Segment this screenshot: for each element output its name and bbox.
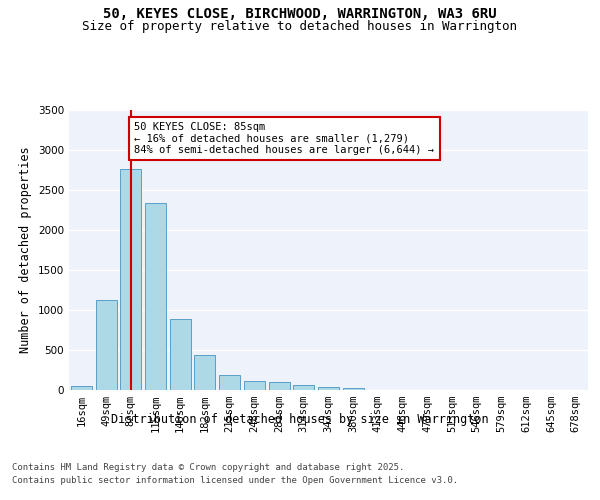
Bar — [269, 382, 290, 390]
Bar — [293, 385, 314, 390]
Bar — [219, 375, 240, 390]
Bar — [244, 381, 265, 390]
Y-axis label: Number of detached properties: Number of detached properties — [19, 146, 32, 354]
Text: 50 KEYES CLOSE: 85sqm
← 16% of detached houses are smaller (1,279)
84% of semi-d: 50 KEYES CLOSE: 85sqm ← 16% of detached … — [134, 122, 434, 155]
Text: 50, KEYES CLOSE, BIRCHWOOD, WARRINGTON, WA3 6RU: 50, KEYES CLOSE, BIRCHWOOD, WARRINGTON, … — [103, 8, 497, 22]
Text: Size of property relative to detached houses in Warrington: Size of property relative to detached ho… — [83, 20, 517, 33]
Bar — [170, 319, 191, 390]
Text: Contains HM Land Registry data © Crown copyright and database right 2025.: Contains HM Land Registry data © Crown c… — [12, 462, 404, 471]
Bar — [71, 386, 92, 390]
Bar — [318, 387, 339, 390]
Text: Contains public sector information licensed under the Open Government Licence v3: Contains public sector information licen… — [12, 476, 458, 485]
Bar — [194, 355, 215, 390]
Bar — [145, 203, 166, 390]
Text: Distribution of detached houses by size in Warrington: Distribution of detached houses by size … — [111, 412, 489, 426]
Bar — [120, 169, 141, 390]
Bar — [95, 300, 116, 390]
Bar — [343, 388, 364, 390]
